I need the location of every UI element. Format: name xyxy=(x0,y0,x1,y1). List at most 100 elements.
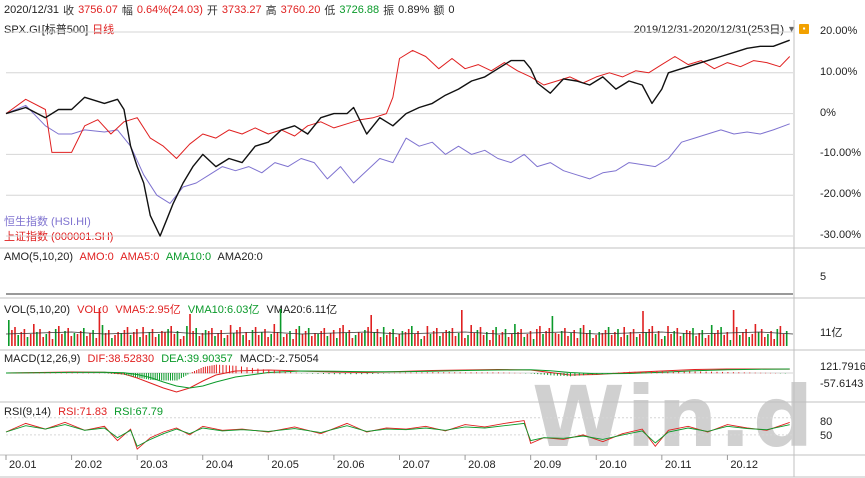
date-range[interactable]: 2019/12/31-2020/12/31(253日) xyxy=(633,24,785,36)
macd-histogram-bar xyxy=(257,368,259,374)
volume-bar xyxy=(645,332,647,346)
macd-ytick-top: 121.7916 xyxy=(820,361,865,373)
legend-sh[interactable]: 上证指数 (000001.SH) xyxy=(4,231,114,243)
macd-histogram-bar xyxy=(273,370,275,374)
volume-bar xyxy=(120,333,123,346)
volume-bar xyxy=(254,327,257,346)
volume-bar xyxy=(145,335,148,346)
rsi2-line xyxy=(5,422,790,447)
rsi-panel-title: RSI(9,14) RSI:71.83 RSI:67.79 xyxy=(4,406,167,418)
macd-histogram-bar xyxy=(232,365,234,374)
volume-bar xyxy=(514,324,516,346)
macd-histogram-bar xyxy=(156,373,158,381)
volume-bar xyxy=(539,326,541,346)
amo-ytick: 5 xyxy=(820,271,827,283)
macd-histogram-bar xyxy=(209,365,211,374)
volume-bar xyxy=(142,327,144,346)
macd-histogram-bar xyxy=(339,373,341,375)
macd-histogram-bar xyxy=(44,372,46,374)
volume-bar xyxy=(639,334,641,346)
volume-bar xyxy=(167,329,169,346)
macd-histogram-bar xyxy=(152,373,154,380)
macd-histogram-bar xyxy=(366,373,368,375)
macd-title: MACD(12,26,9) xyxy=(4,353,81,365)
macd-histogram-bar xyxy=(716,371,718,374)
volume-bar xyxy=(760,329,763,346)
volume-bar xyxy=(592,338,594,346)
macd-histogram-bar xyxy=(405,372,406,374)
volume-bar xyxy=(23,329,26,346)
volume-bar xyxy=(179,339,182,346)
volume-bar xyxy=(173,334,176,346)
macd-histogram-bar xyxy=(198,369,200,374)
volume-bar xyxy=(17,335,19,346)
macd-histogram-bar xyxy=(55,372,57,374)
macd-histogram-bar xyxy=(399,372,401,374)
volume-bar xyxy=(14,327,16,346)
volume-bar xyxy=(317,334,319,346)
volume-bar xyxy=(311,336,313,346)
range-control[interactable]: 2019/12/31-2020/12/31(253日) ▼ ▪ xyxy=(634,21,809,37)
x-tick-label: 20.09 xyxy=(533,459,562,471)
macd-histogram-bar xyxy=(200,368,202,374)
volume-bar xyxy=(170,326,172,346)
turnover-value: 0 xyxy=(448,4,455,16)
volume-bar xyxy=(217,333,219,346)
vol-title: VOL(5,10,20) xyxy=(4,304,71,316)
volume-bar xyxy=(326,336,329,346)
volume-bar xyxy=(332,330,335,346)
macd-histogram-bar xyxy=(596,373,598,375)
macd-histogram-bar xyxy=(591,373,593,375)
legend-hsi[interactable]: 恒生指数 (HSI.HI) xyxy=(4,216,91,228)
macd-histogram-bar xyxy=(143,373,145,379)
volume-bar xyxy=(123,330,126,346)
volume-bar xyxy=(420,339,422,346)
high-label: 高 xyxy=(265,5,277,17)
macd-histogram-bar xyxy=(194,371,195,374)
volume-bar xyxy=(717,330,719,346)
volume-bar xyxy=(576,338,579,346)
macd-histogram-bar xyxy=(426,372,428,374)
x-tick-label: 20.07 xyxy=(402,459,431,471)
volume-bar xyxy=(83,328,85,346)
volume-bar xyxy=(676,328,679,346)
volume-bar xyxy=(286,334,288,346)
macd-histogram-bar xyxy=(503,372,505,374)
volume-bar xyxy=(245,332,247,346)
volume-bar xyxy=(573,330,575,346)
volume-bar xyxy=(651,326,654,346)
volume-bar xyxy=(776,329,779,346)
volume-bar xyxy=(129,335,132,346)
volume-bar xyxy=(632,329,635,346)
volume-bar xyxy=(307,328,310,346)
macd-histogram-bar xyxy=(33,372,35,374)
volume-bar xyxy=(511,334,513,346)
macd-ytick-bottom: -57.6143 xyxy=(820,378,864,390)
symbol-name: [标普500] xyxy=(41,24,89,36)
chevron-down-icon[interactable]: ▼ xyxy=(787,24,796,34)
macd-histogram-bar xyxy=(187,373,189,375)
volume-bar xyxy=(745,329,747,346)
macd-histogram-bar xyxy=(185,373,187,376)
volume-bar xyxy=(264,329,266,346)
volume-bar xyxy=(133,332,135,346)
symbol-code[interactable]: SPX.GI xyxy=(4,24,41,36)
volume-bar xyxy=(723,335,725,346)
open-value: 3733.27 xyxy=(221,4,262,16)
volume-bar xyxy=(289,331,291,346)
macd-histogram-bar xyxy=(161,373,163,381)
macd-histogram-bar xyxy=(743,372,745,374)
close-label: 收 xyxy=(63,5,75,17)
volume-bar xyxy=(601,333,604,346)
macd-histogram-bar xyxy=(361,373,363,375)
period-label[interactable]: 日线 xyxy=(92,24,115,36)
volume-bar xyxy=(685,330,688,346)
macd-histogram-bar xyxy=(60,372,62,374)
volume-bar xyxy=(267,337,269,346)
volume-bar xyxy=(614,332,616,346)
volume-bar xyxy=(86,336,88,346)
volume-bar xyxy=(114,335,116,346)
macd-histogram-bar xyxy=(141,373,143,379)
settings-icon[interactable]: ▪ xyxy=(799,24,809,34)
